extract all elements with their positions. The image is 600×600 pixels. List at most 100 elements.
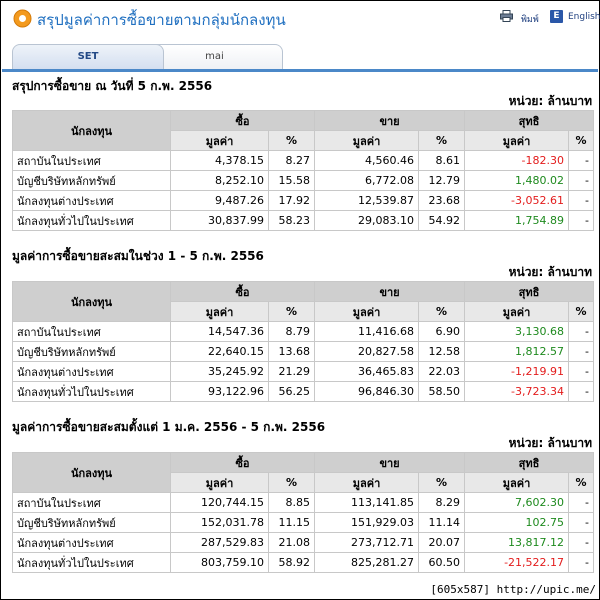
market-tabs: mai SET: [0, 44, 598, 70]
net-value: 1,754.89: [464, 210, 570, 231]
sell-pct: 54.92: [418, 210, 466, 231]
sell-pct-header: %: [418, 301, 466, 322]
net-value: 3,130.68: [464, 321, 570, 342]
net-pct: -: [568, 492, 595, 513]
buy-value: 93,122.96: [170, 381, 269, 402]
buy-column-header: ซื้อ: [169, 281, 316, 302]
investor-name: นักลงทุนต่างประเทศ: [12, 532, 171, 553]
net-value: -3,052.61: [464, 190, 570, 211]
investor-name: สถาบันในประเทศ: [12, 150, 171, 171]
investor-name: สถาบันในประเทศ: [12, 321, 171, 342]
investor-name: บัญชีบริษัทหลักทรัพย์: [12, 512, 171, 533]
sell-value: 12,539.87: [314, 190, 420, 211]
print-link[interactable]: พิมพ์: [521, 15, 539, 25]
sell-column-header: ขาย: [314, 281, 466, 302]
table-row: นักลงทุนต่างประเทศ 9,487.26 17.92 12,539.87…: [12, 190, 595, 211]
sell-value-header: มูลค่า: [314, 301, 420, 322]
table-subheader-row: มูลค่า% มูลค่า% มูลค่า%: [13, 301, 595, 322]
buy-value-header: มูลค่า: [170, 130, 269, 151]
net-value: -1,219.91: [464, 361, 570, 382]
page-title: สรุปมูลค่าการซื้อขายตามกลุ่มนักลงทุน: [37, 11, 286, 29]
sell-value: 113,141.85: [314, 492, 420, 513]
unit-label-ytd: หน่วย: ล้านบาท: [508, 436, 592, 450]
sell-value-header: มูลค่า: [314, 472, 420, 493]
table-row: สถาบันในประเทศ 4,378.15 8.27 4,560.46 8.61 -1…: [12, 150, 595, 171]
net-value: 13,817.12: [464, 532, 570, 553]
table-row: บัญชีบริษัทหลักทรัพย์ 8,252.10 15.58 6,772.…: [12, 170, 595, 191]
table-row: บัญชีบริษัทหลักทรัพย์ 152,031.78 11.15 151,…: [12, 512, 595, 533]
buy-pct: 58.92: [267, 552, 316, 573]
table-subheader-row: มูลค่า% มูลค่า% มูลค่า%: [13, 472, 595, 493]
tab-mai[interactable]: mai: [146, 44, 283, 69]
net-value: 1,812.57: [464, 341, 570, 362]
sell-value: 36,465.83: [314, 361, 420, 382]
sell-value: 20,827.58: [314, 341, 420, 362]
buy-value: 22,640.15: [170, 341, 269, 362]
sell-pct: 60.50: [418, 552, 466, 573]
net-value: -182.30: [464, 150, 570, 171]
buy-pct: 11.15: [267, 512, 316, 533]
sell-pct: 11.14: [418, 512, 466, 533]
buy-value: 803,759.10: [170, 552, 269, 573]
tab-set[interactable]: SET: [12, 44, 164, 69]
buy-pct: 8.85: [267, 492, 316, 513]
net-value: 1,480.02: [464, 170, 570, 191]
section-title-weekly: มูลค่าการซื้อขายสะสมในช่วง 1 - 5 ก.พ. 25…: [12, 249, 264, 263]
investor-column-header: นักลงทุน: [12, 452, 171, 493]
buy-value-header: มูลค่า: [170, 301, 269, 322]
net-value-header: มูลค่า: [464, 472, 570, 493]
buy-value: 8,252.10: [170, 170, 269, 191]
sell-pct: 6.90: [418, 321, 466, 342]
net-value-header: มูลค่า: [464, 130, 570, 151]
investor-name: สถาบันในประเทศ: [12, 492, 171, 513]
net-pct: -: [568, 190, 595, 211]
buy-pct: 56.25: [267, 381, 316, 402]
net-value: 102.75: [464, 512, 570, 533]
investor-column-header: นักลงทุน: [12, 281, 171, 322]
buy-column-header: ซื้อ: [169, 110, 316, 131]
net-pct: -: [568, 552, 595, 573]
table-weekly: นักลงทุน ซื้อ ขาย สุทธิ มูลค่า% มูลค่า% มูลค่า…: [12, 281, 595, 402]
sell-value: 273,712.71: [314, 532, 420, 553]
unit-label-weekly: หน่วย: ล้านบาท: [508, 265, 592, 279]
buy-value: 14,547.36: [170, 321, 269, 342]
sell-pct: 23.68: [418, 190, 466, 211]
net-pct: -: [568, 381, 595, 402]
sell-value: 151,929.03: [314, 512, 420, 533]
net-pct: -: [568, 170, 595, 191]
table-row: นักลงทุนทั่วไปในประเทศ 93,122.96 56.25 96,8…: [12, 381, 595, 402]
buy-value: 30,837.99: [170, 210, 269, 231]
buy-value: 120,744.15: [170, 492, 269, 513]
buy-pct: 21.29: [267, 361, 316, 382]
section-title-ytd: มูลค่าการซื้อขายสะสมตั้งแต่ 1 ม.ค. 2556 …: [12, 420, 326, 434]
section-title-daily: สรุปการซื้อขาย ณ วันที่ 5 ก.พ. 2556: [12, 79, 213, 93]
sell-value: 825,281.27: [314, 552, 420, 573]
sell-pct: 58.50: [418, 381, 466, 402]
sell-pct: 22.03: [418, 361, 466, 382]
table-header-row: นักลงทุน ซื้อ ขาย สุทธิ: [12, 452, 595, 493]
buy-pct: 21.08: [267, 532, 316, 553]
net-pct: -: [568, 210, 595, 231]
buy-value-header: มูลค่า: [170, 472, 269, 493]
english-flag-icon[interactable]: E: [550, 10, 563, 23]
sell-pct: 8.29: [418, 492, 466, 513]
net-value: 7,602.30: [464, 492, 570, 513]
unit-label-daily: หน่วย: ล้านบาท: [508, 94, 592, 108]
printer-icon[interactable]: [500, 10, 513, 22]
sell-column-header: ขาย: [314, 110, 466, 131]
net-column-header: สุทธิ: [464, 452, 595, 473]
table-ytd: นักลงทุน ซื้อ ขาย สุทธิ มูลค่า% มูลค่า% มูลค่า…: [12, 452, 595, 573]
table-row: นักลงทุนทั่วไปในประเทศ 30,837.99 58.23 29,0…: [12, 210, 595, 231]
investor-name: นักลงทุนทั่วไปในประเทศ: [12, 381, 171, 402]
table-row: นักลงทุนทั่วไปในประเทศ 803,759.10 58.92 825…: [12, 552, 595, 573]
investor-name: บัญชีบริษัทหลักทรัพย์: [12, 341, 171, 362]
table-daily: นักลงทุน ซื้อ ขาย สุทธิ มูลค่า% มูลค่า% มูลค่า…: [12, 110, 595, 231]
buy-pct: 8.79: [267, 321, 316, 342]
sell-pct: 12.58: [418, 341, 466, 362]
sell-pct: 20.07: [418, 532, 466, 553]
sell-value: 29,083.10: [314, 210, 420, 231]
english-link[interactable]: English: [568, 12, 600, 22]
buy-pct: 17.92: [267, 190, 316, 211]
investor-name: นักลงทุนทั่วไปในประเทศ: [12, 210, 171, 231]
sell-value-header: มูลค่า: [314, 130, 420, 151]
